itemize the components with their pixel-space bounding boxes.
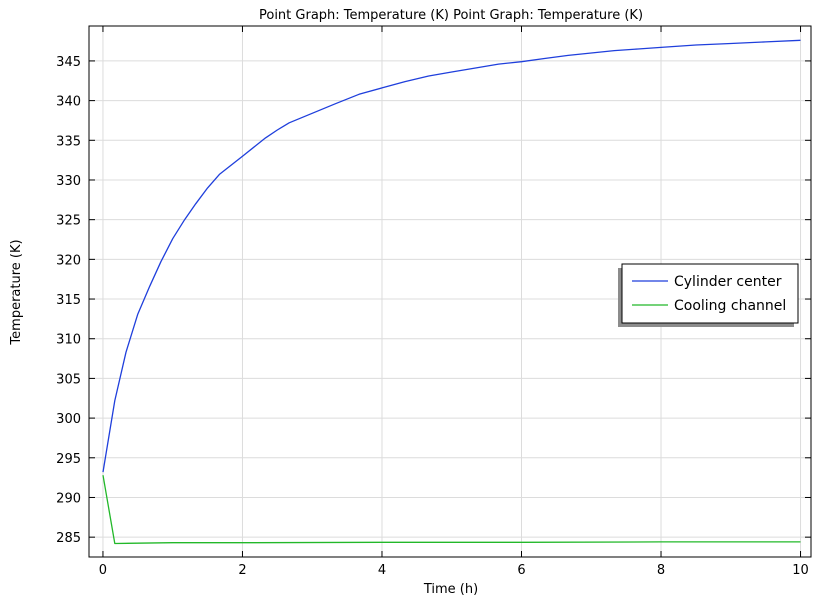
y-tick-label: 310 bbox=[56, 333, 81, 348]
series-line-cooling-channel bbox=[102, 475, 801, 545]
legend-box bbox=[621, 263, 799, 324]
y-tick-label: 345 bbox=[56, 55, 81, 70]
x-tick-label: 10 bbox=[792, 563, 809, 578]
y-tick-label: 295 bbox=[56, 452, 81, 467]
y-tick-label: 305 bbox=[56, 372, 81, 387]
x-tick-label: 4 bbox=[378, 563, 386, 578]
legend-label: Cylinder center bbox=[674, 274, 782, 290]
axis-ticks: 0 2 4 6 8 10 285 290 295 300 305 310 315 320 325 330 335… bbox=[56, 26, 811, 578]
y-axis-title: Temperature (K) bbox=[9, 239, 24, 345]
y-tick-label: 340 bbox=[56, 95, 81, 110]
x-tick-label: 8 bbox=[657, 563, 665, 578]
series-line-cylinder-center bbox=[102, 39, 801, 473]
y-tick-label: 300 bbox=[56, 412, 81, 427]
y-tick-label: 285 bbox=[56, 531, 81, 546]
legend-label: Cooling channel bbox=[674, 298, 786, 314]
y-tick-label: 320 bbox=[56, 253, 81, 268]
y-tick-label: 325 bbox=[56, 214, 81, 229]
y-tick-label: 315 bbox=[56, 293, 81, 308]
x-tick-label: 0 bbox=[99, 563, 107, 578]
y-tick-label: 330 bbox=[56, 174, 81, 189]
plot-frame bbox=[88, 25, 812, 558]
y-tick-label: 290 bbox=[56, 491, 81, 506]
x-axis-title: Time (h) bbox=[423, 582, 478, 597]
y-tick-label: 335 bbox=[56, 134, 81, 149]
x-tick-label: 6 bbox=[517, 563, 525, 578]
plot-series bbox=[102, 39, 801, 545]
x-tick-label: 2 bbox=[238, 563, 246, 578]
legend: Cylinder center Cooling channel bbox=[618, 263, 799, 327]
chart-title: Point Graph: Temperature (K) Point Graph… bbox=[259, 8, 643, 23]
